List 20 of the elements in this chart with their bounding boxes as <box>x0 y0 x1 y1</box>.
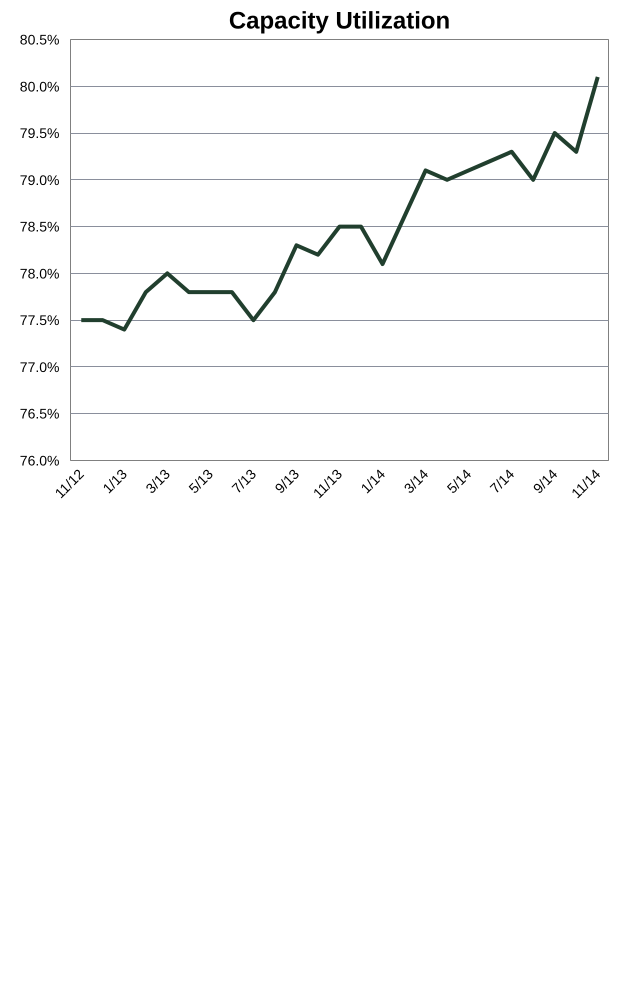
x-tick-label: 3/14 <box>400 466 432 496</box>
x-tick-label: 9/13 <box>272 466 302 496</box>
y-tick-label: 78.0% <box>20 265 60 282</box>
y-tick-label: 79.5% <box>20 125 60 142</box>
y-tick-label: 76.0% <box>20 452 60 468</box>
y-tick-label: 77.5% <box>20 312 60 328</box>
x-tick-label: 5/13 <box>185 466 216 496</box>
x-tick-label: 7/14 <box>486 466 518 496</box>
x-tick-label: 3/13 <box>142 466 174 496</box>
x-tick-label: 9/14 <box>530 466 561 496</box>
y-tick-label: 80.0% <box>20 78 60 94</box>
chart-title: Capacity Utilization <box>228 8 450 34</box>
y-tick-label: 79.0% <box>20 172 60 188</box>
line-series <box>79 74 600 332</box>
y-tick-label: 80.5% <box>20 32 60 48</box>
x-tick-label: 5/14 <box>444 466 474 496</box>
y-tick-label: 77.0% <box>20 358 60 375</box>
x-tick-label: 7/13 <box>228 466 260 496</box>
y-tick-label: 76.5% <box>20 406 60 422</box>
y-tick-label: 78.5% <box>20 218 60 235</box>
